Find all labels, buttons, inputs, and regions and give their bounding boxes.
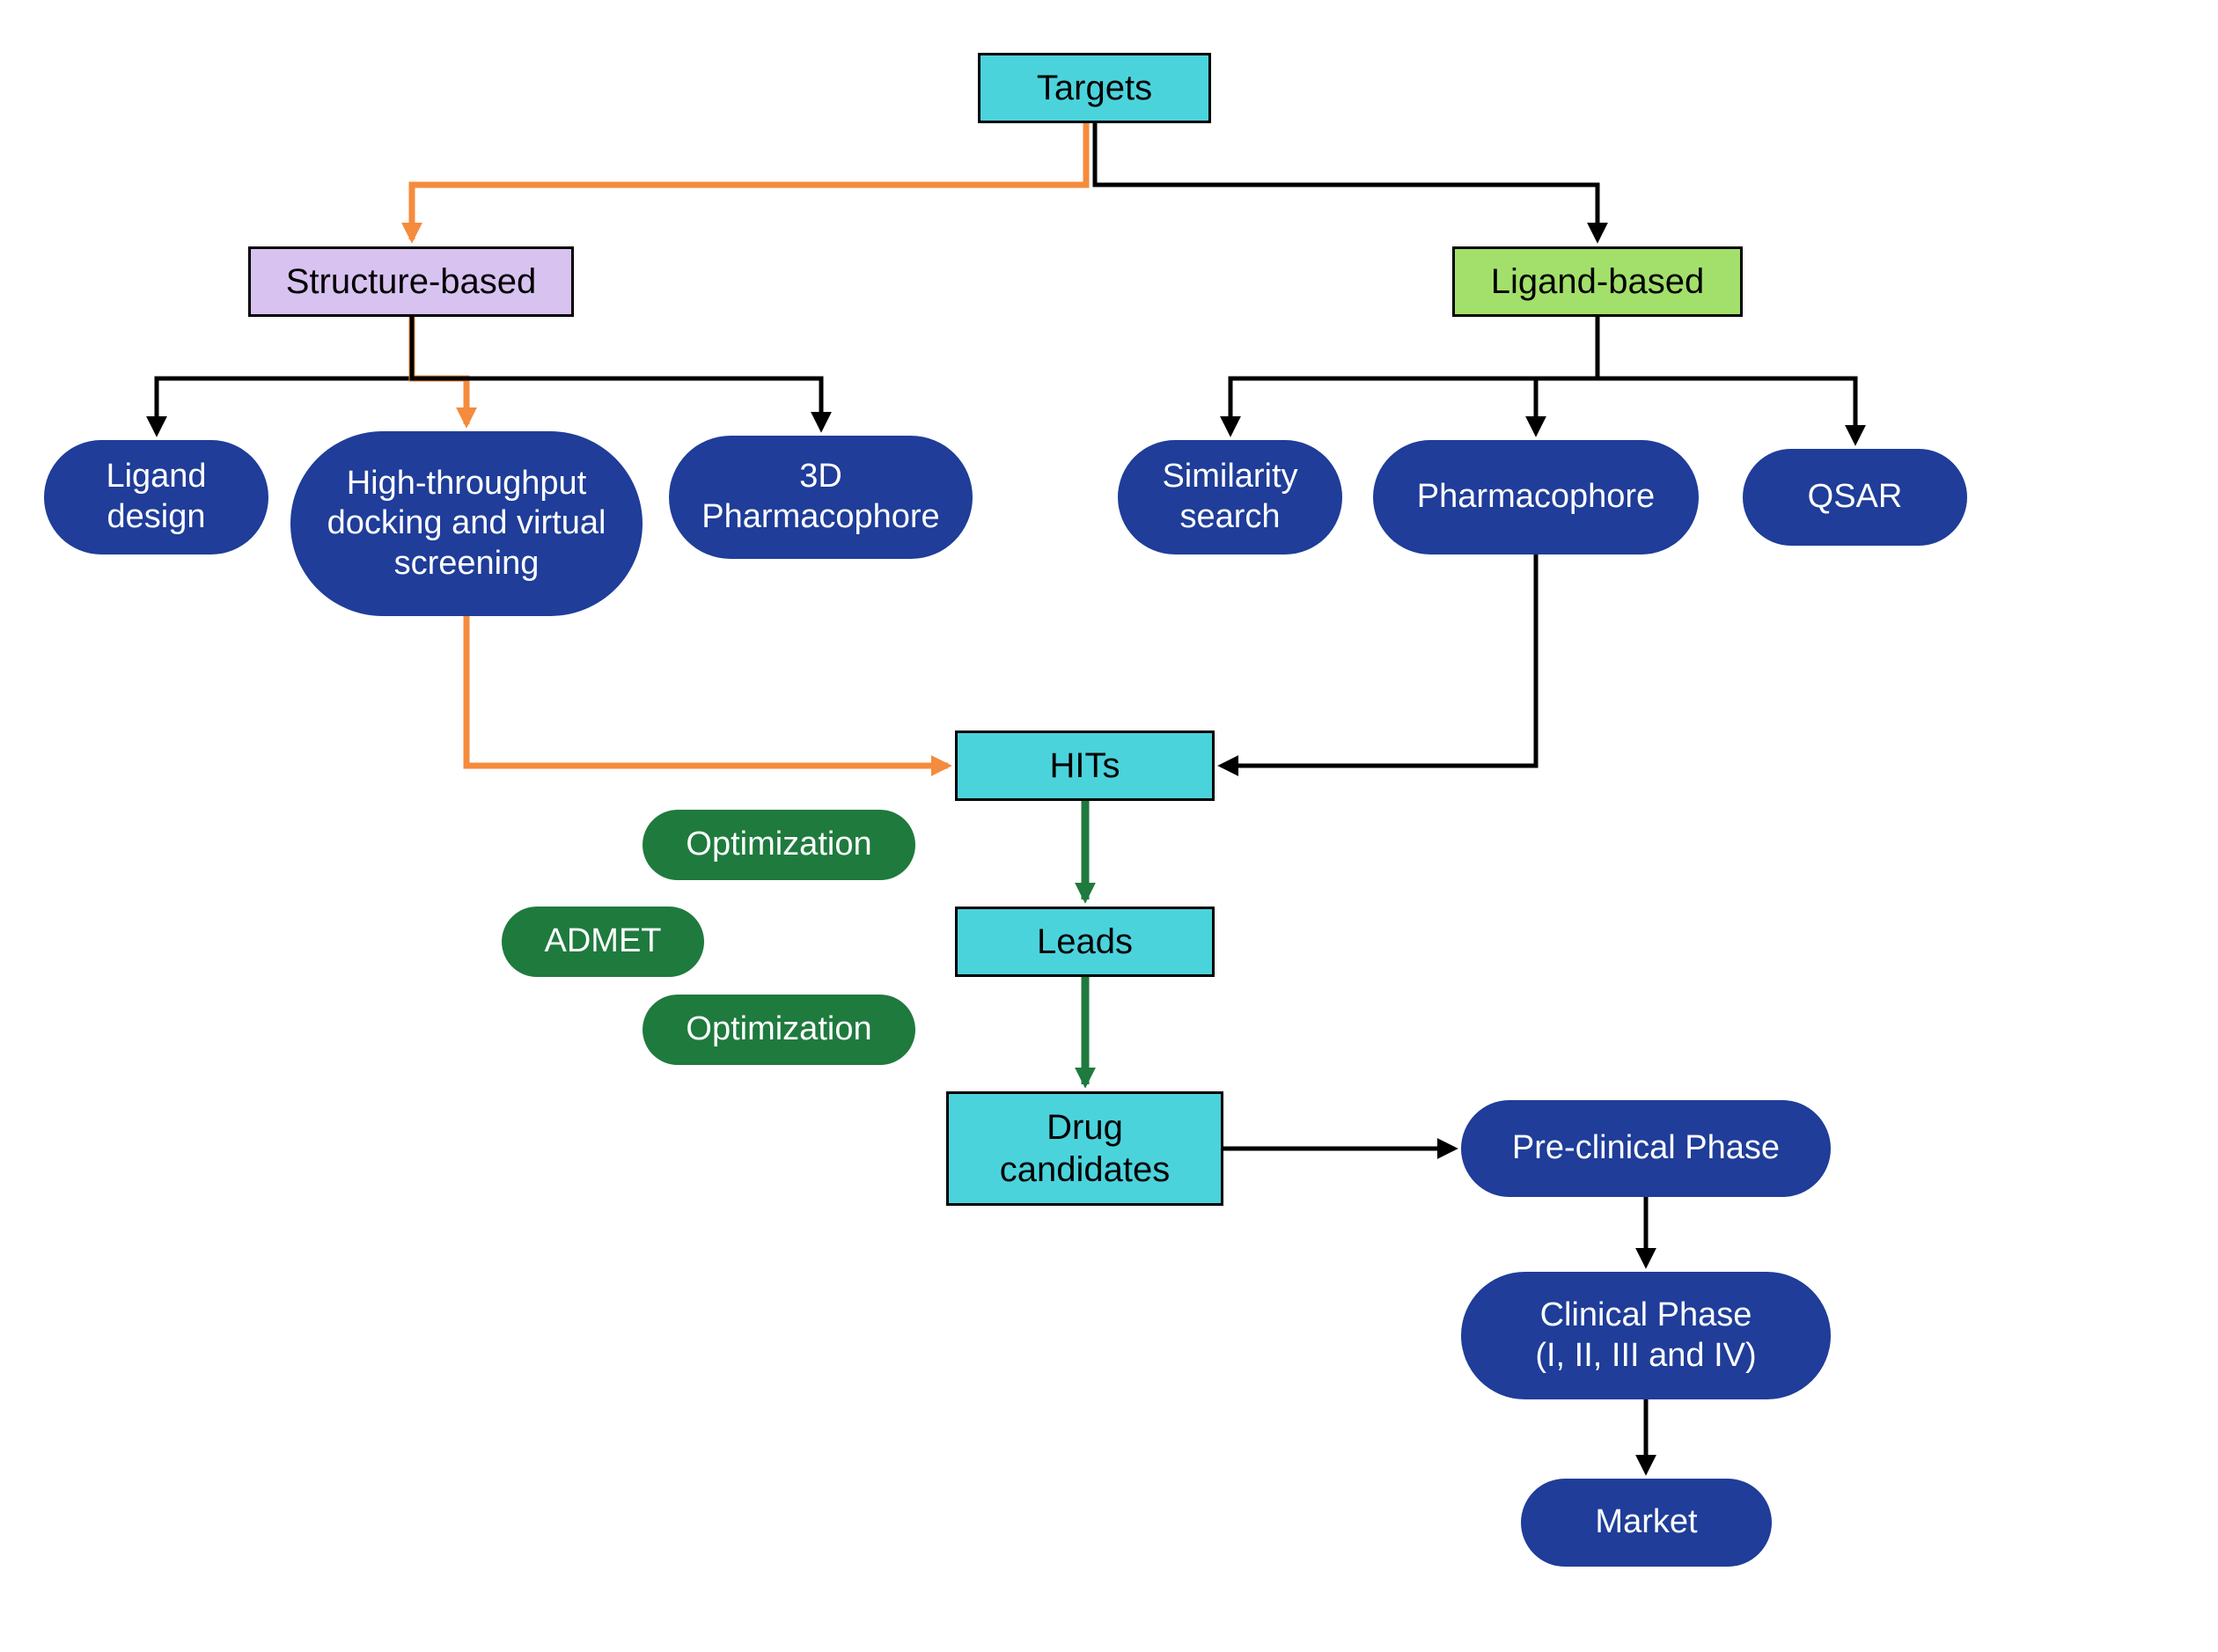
edge-ligand_based-to-qsar xyxy=(1597,317,1855,442)
node-leads: Leads xyxy=(955,907,1215,977)
node-label: HITs xyxy=(1050,745,1120,787)
node-admet: ADMET xyxy=(502,907,704,977)
node-label: Pharmacophore xyxy=(1417,477,1655,518)
node-label: High-throughputdocking and virtualscreen… xyxy=(327,464,606,584)
node-clinical: Clinical Phase(I, II, III and IV) xyxy=(1461,1272,1831,1399)
node-ht_docking: High-throughputdocking and virtualscreen… xyxy=(290,431,643,616)
edge-ligand_based-to-similarity xyxy=(1230,317,1597,433)
node-label: Pre-clinical Phase xyxy=(1512,1128,1780,1169)
edge-structure_based-to-ht_docking xyxy=(412,317,466,424)
node-ligand_based: Ligand-based xyxy=(1452,246,1743,317)
node-label: Market xyxy=(1595,1502,1697,1543)
edge-targets-to-ligand_based xyxy=(1095,123,1597,239)
node-label: Optimization xyxy=(686,825,871,865)
node-label: Clinical Phase(I, II, III and IV) xyxy=(1535,1296,1756,1376)
edge-pharmacophore-to-hits xyxy=(1222,554,1536,766)
edge-structure_based-to-pharm3d xyxy=(412,317,821,429)
node-structure_based: Structure-based xyxy=(248,246,574,317)
edge-ht_docking-to-hits xyxy=(466,616,948,766)
node-drug_candidates: Drugcandidates xyxy=(946,1091,1223,1206)
node-pharmacophore: Pharmacophore xyxy=(1373,440,1699,554)
edge-ligand_based-to-pharmacophore xyxy=(1536,317,1597,433)
node-label: Drugcandidates xyxy=(1000,1106,1170,1191)
node-qsar: QSAR xyxy=(1743,449,1967,546)
node-label: Structure-based xyxy=(286,261,537,303)
node-ligand_design: Liganddesign xyxy=(44,440,268,554)
node-label: Leads xyxy=(1037,921,1133,963)
node-label: Ligand-based xyxy=(1491,261,1704,303)
node-label: Optimization xyxy=(686,1010,871,1050)
node-label: ADMET xyxy=(545,921,662,962)
node-pharm3d: 3DPharmacophore xyxy=(669,436,973,559)
flowchart-canvas: Targets Structure-based Ligand-based Ligand… xyxy=(0,0,2218,1652)
node-opt2: Optimization xyxy=(643,995,915,1065)
node-preclinical: Pre-clinical Phase xyxy=(1461,1100,1831,1197)
node-targets: Targets xyxy=(978,53,1211,123)
node-market: Market xyxy=(1521,1479,1772,1567)
node-label: Similaritysearch xyxy=(1162,457,1297,537)
node-label: QSAR xyxy=(1808,477,1903,518)
edge-structure_based-to-ligand_design xyxy=(157,317,412,433)
node-label: Targets xyxy=(1037,67,1152,109)
node-hits: HITs xyxy=(955,731,1215,801)
node-similarity: Similaritysearch xyxy=(1118,440,1342,554)
node-opt1: Optimization xyxy=(643,810,915,880)
node-label: 3DPharmacophore xyxy=(701,457,939,537)
node-label: Liganddesign xyxy=(106,457,206,537)
edge-targets-to-structure_based xyxy=(412,123,1086,239)
